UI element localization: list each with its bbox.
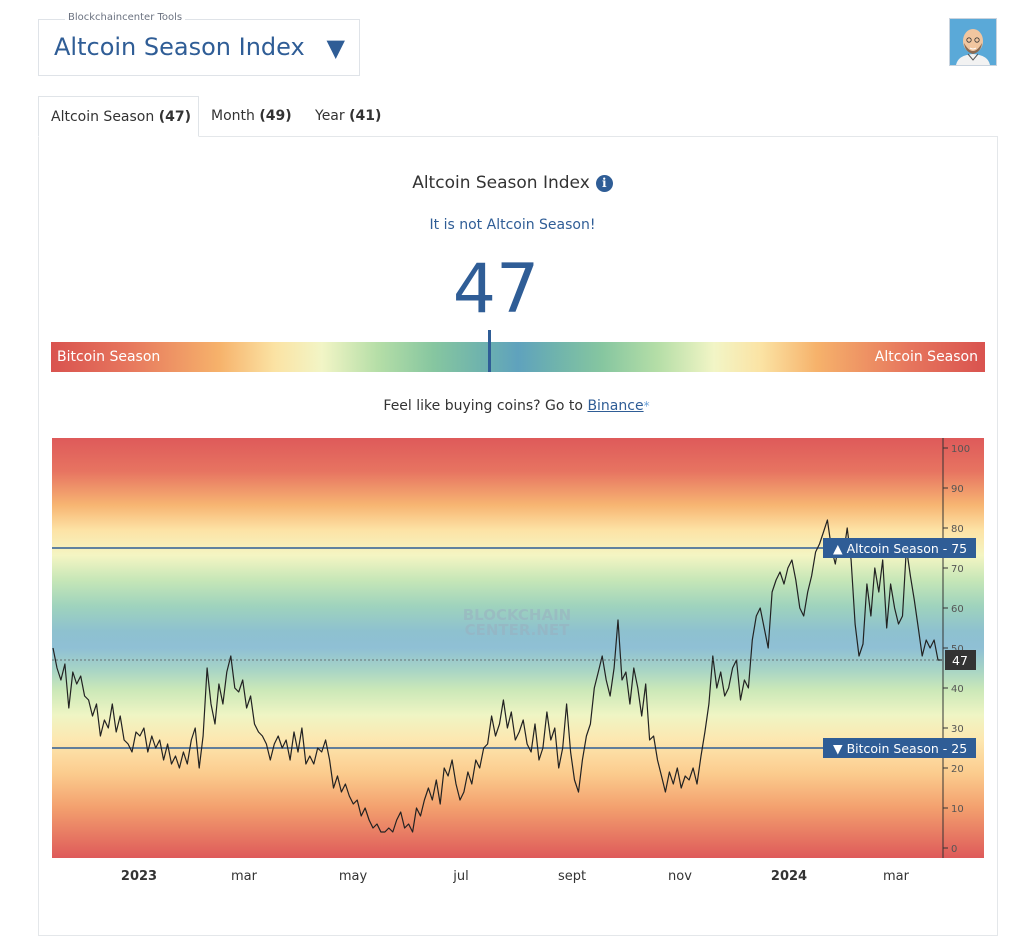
x-tick-label: mar xyxy=(231,869,258,884)
current-value-badge xyxy=(945,650,976,670)
season-gauge: Bitcoin Season Altcoin Season xyxy=(51,342,985,372)
y-tick-label: 90 xyxy=(951,484,964,495)
binance-link[interactable]: Binance xyxy=(587,398,644,414)
y-tick-label: 10 xyxy=(951,804,964,815)
y-tick-label: 0 xyxy=(951,844,957,855)
y-tick-label: 100 xyxy=(951,444,970,455)
chart-series xyxy=(52,519,943,833)
season-status: It is not Altcoin Season! xyxy=(429,217,596,233)
info-icon[interactable]: i xyxy=(595,175,613,192)
y-tick-label: 40 xyxy=(951,684,964,695)
y-tick-label: 50 xyxy=(951,644,964,655)
tool-selector-value: Altcoin Season Index xyxy=(54,33,305,61)
x-tick-label: 2024 xyxy=(771,869,807,884)
x-tick-label: jul xyxy=(452,869,468,884)
watermark-text: BLOCKCHAIN xyxy=(463,606,571,624)
tool-selector[interactable]: Blockchaincenter Tools Altcoin Season In… xyxy=(38,12,360,76)
chart-background xyxy=(52,438,984,858)
watermark-text: CENTER.NET xyxy=(465,621,571,639)
chart-x-axis: 2023 mar may jul sept nov 2024 mar xyxy=(121,869,910,884)
user-avatar-icon[interactable] xyxy=(949,18,997,66)
series-line xyxy=(52,519,942,833)
promo-line: Feel like buying coins? Go to Binance* xyxy=(383,398,650,414)
threshold-label: ▼ Bitcoin Season - 25 xyxy=(833,741,967,756)
index-title: Altcoin Season Index i xyxy=(0,173,1025,193)
tab-year[interactable]: Year (41) xyxy=(315,108,382,124)
x-tick-label: nov xyxy=(668,869,692,884)
current-value-label: 47 xyxy=(952,653,968,668)
chart-thresholds xyxy=(52,547,943,749)
gauge-left-label: Bitcoin Season xyxy=(57,349,161,365)
tool-selector-label: Blockchaincenter Tools xyxy=(65,12,186,23)
chart-plot-area xyxy=(52,438,984,858)
y-tick-label: 80 xyxy=(951,524,964,535)
y-tick-label: 20 xyxy=(951,764,964,775)
threshold-badge xyxy=(823,738,976,758)
triangle-down-icon[interactable]: ▼ xyxy=(326,34,345,62)
y-tick-label: 30 xyxy=(951,724,964,735)
index-value: 47 xyxy=(452,250,540,329)
x-tick-label: mar xyxy=(883,869,910,884)
threshold-badge xyxy=(823,538,976,558)
chart-y-axis: 0 10 20 30 40 50 60 70 80 90 100 xyxy=(942,438,970,858)
y-tick-label: 70 xyxy=(951,564,964,575)
y-tick-label: 60 xyxy=(951,604,964,615)
x-tick-label: sept xyxy=(558,869,586,884)
gauge-right-label: Altcoin Season xyxy=(874,349,978,365)
chart-threshold-labels: ▲ Altcoin Season - 75 ▼ Bitcoin Season - … xyxy=(823,538,976,758)
threshold-label: ▲ Altcoin Season - 75 xyxy=(833,541,967,556)
gauge-marker xyxy=(488,330,492,372)
tab-month[interactable]: Month (49) xyxy=(211,108,292,124)
x-tick-label: 2023 xyxy=(121,869,157,884)
tab-altcoin-season[interactable]: Altcoin Season (47) xyxy=(38,96,199,137)
x-tick-label: may xyxy=(339,869,368,884)
